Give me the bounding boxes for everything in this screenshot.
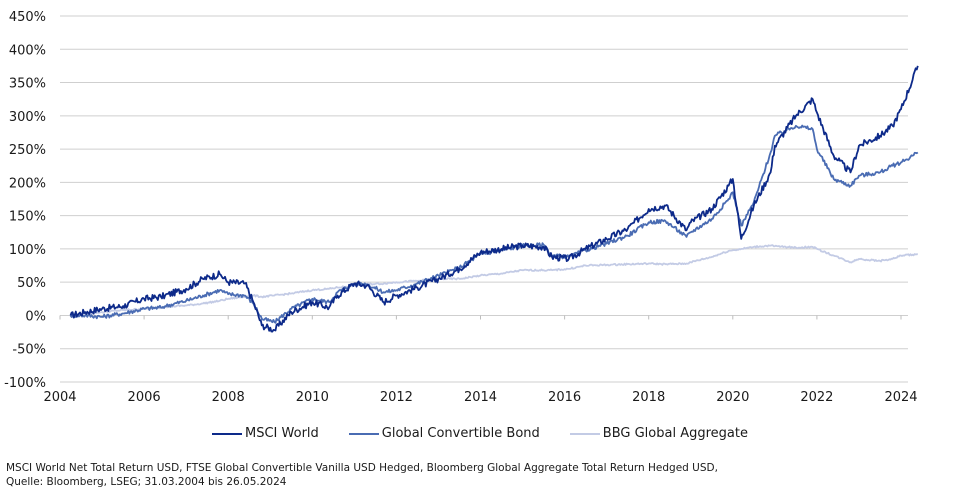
x-tick-label: 2016 <box>548 390 581 405</box>
legend-label: BBG Global Aggregate <box>602 426 748 441</box>
line-chart: 450% 400% 350% 300% 250% 200% 150% 100% 50% 0% -50… <box>4 10 919 405</box>
x-tick-label: 2014 <box>464 390 497 405</box>
legend: MSCI World Global Convertible Bond BBG G… <box>0 426 960 441</box>
legend-label: MSCI World <box>245 426 319 441</box>
x-tick-label: 2012 <box>380 390 413 405</box>
y-tick-label: 400% <box>9 43 46 58</box>
series-line-bbg-global-aggregate <box>70 244 918 317</box>
series-line-global-convertible-bond <box>69 124 919 324</box>
series-lines <box>69 65 919 333</box>
footnote-line-2: Quelle: Bloomberg, LSEG; 31.03.2004 bis … <box>6 476 287 488</box>
y-tick-label: 450% <box>9 10 46 25</box>
gridlines <box>60 15 908 383</box>
y-tick-label: 250% <box>9 143 46 158</box>
x-tick-label: 2006 <box>128 390 161 405</box>
x-tick-label: 2020 <box>716 390 749 405</box>
y-tick-label: -100% <box>4 376 46 391</box>
y-tick-label: 150% <box>9 210 46 225</box>
x-axis-ticks: 2004 2006 2008 2010 2012 2014 2016 2018 2020 2022… <box>43 315 918 405</box>
series-line-msci-world <box>69 65 919 333</box>
legend-item-msci-world: MSCI World <box>212 426 319 441</box>
x-tick-label: 2010 <box>296 390 329 405</box>
legend-swatch <box>569 432 600 435</box>
y-tick-label: 100% <box>9 243 46 258</box>
x-tick-label: 2022 <box>800 390 833 405</box>
legend-swatch <box>348 432 379 435</box>
y-tick-label: 0% <box>25 309 46 324</box>
footnote: MSCI World Net Total Return USD, FTSE Gl… <box>6 461 718 489</box>
y-tick-label: 300% <box>9 110 46 125</box>
x-tick-label: 2004 <box>43 390 76 405</box>
legend-label: Global Convertible Bond <box>381 426 540 441</box>
legend-item-bbg-global-aggregate: BBG Global Aggregate <box>569 426 748 441</box>
legend-item-global-convertible-bond: Global Convertible Bond <box>348 426 540 441</box>
x-tick-label: 2018 <box>632 390 665 405</box>
x-tick-label: 2024 <box>884 390 917 405</box>
footnote-line-1: MSCI World Net Total Return USD, FTSE Gl… <box>6 462 718 474</box>
y-tick-label: 50% <box>17 276 46 291</box>
legend-swatch <box>212 432 243 435</box>
x-tick-label: 2008 <box>212 390 245 405</box>
y-tick-label: 200% <box>9 176 46 191</box>
y-tick-label: -50% <box>12 343 46 358</box>
y-axis-ticks: 450% 400% 350% 300% 250% 200% 150% 100% 50% 0% -50… <box>4 10 46 391</box>
y-tick-label: 350% <box>9 77 46 92</box>
